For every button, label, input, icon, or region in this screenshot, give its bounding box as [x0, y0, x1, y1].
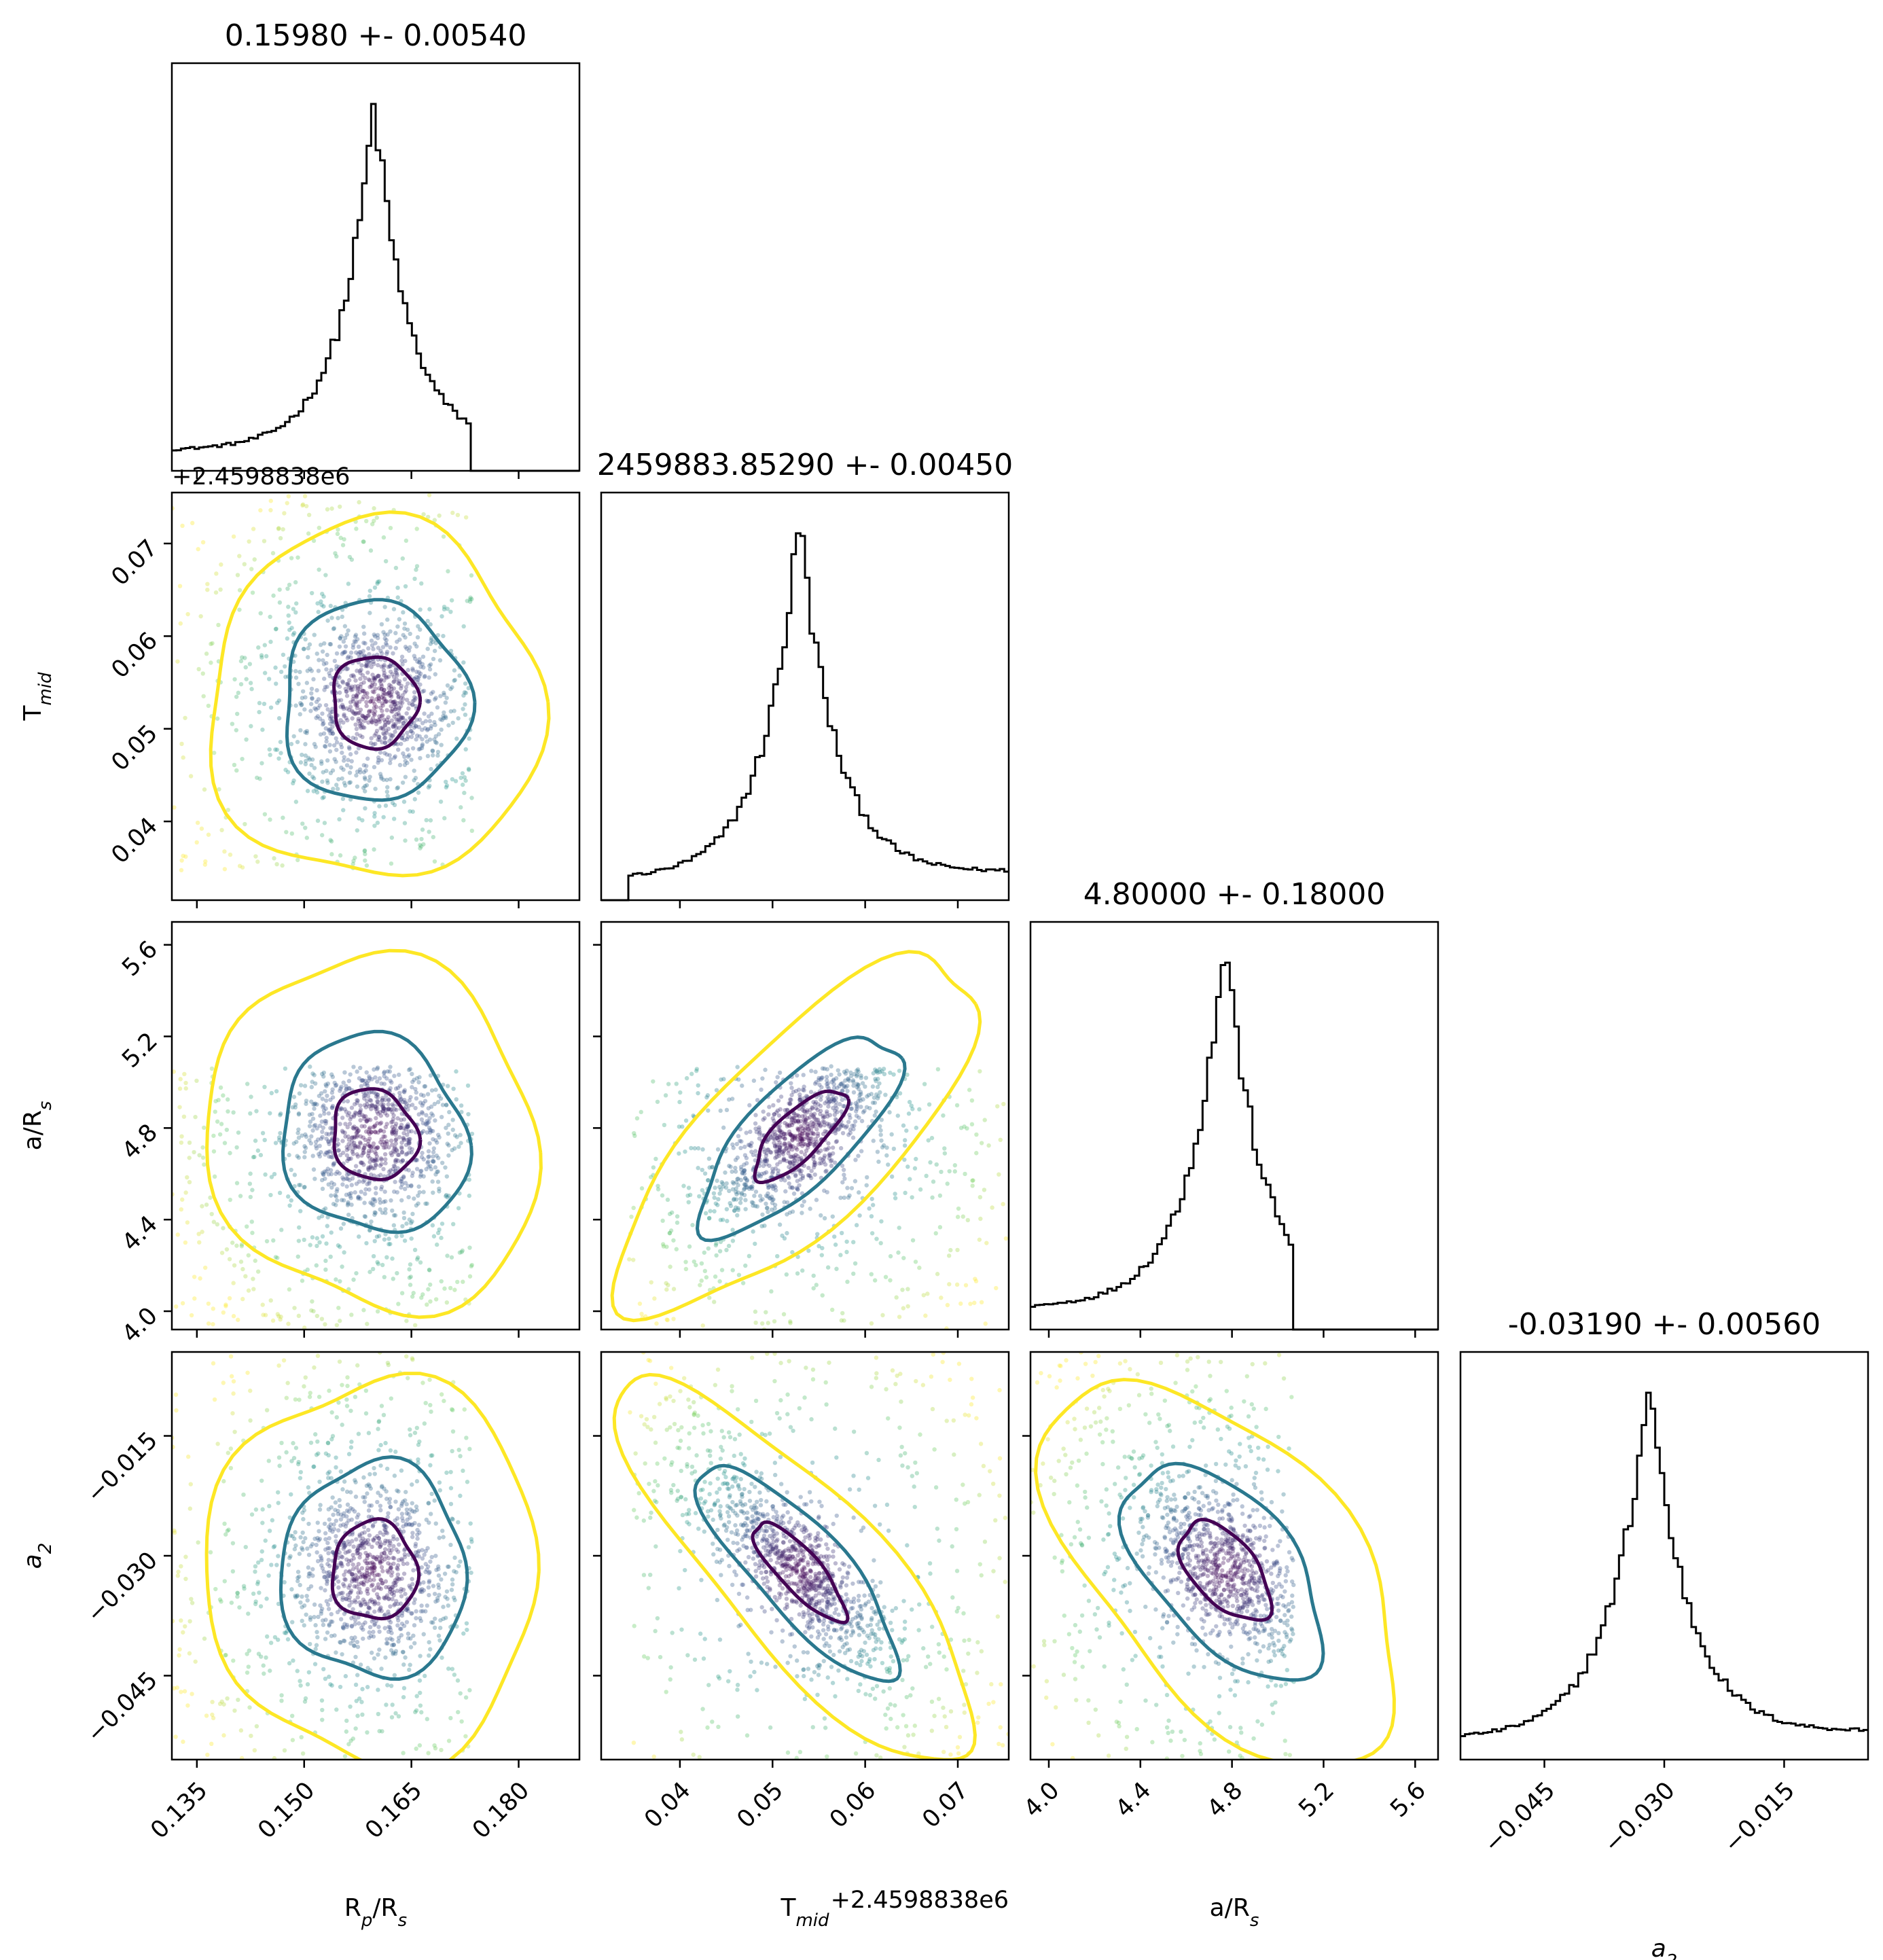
- x-tick-label-tmid: 0.06: [825, 1777, 881, 1833]
- histogram-steps-tmid: [601, 532, 1009, 902]
- contour-level-1-ars-a2: [1176, 1518, 1274, 1622]
- y-tick-label-ars: 5.6: [117, 936, 163, 982]
- x-tick-label-ars: 4.8: [1202, 1777, 1249, 1823]
- histogram-frame-ars: [1029, 921, 1439, 1331]
- contour-level-2-rp-tmid: [285, 598, 477, 802]
- x-tick-label-a2: −0.030: [1599, 1777, 1681, 1858]
- scatter-points-rp-a2: [172, 1352, 474, 1760]
- y-axis-label-ars: a/Rs: [19, 1101, 56, 1151]
- x-tick-label-ars: 4.4: [1111, 1777, 1157, 1823]
- scatter-points-tmid-a2: [628, 1352, 1009, 1760]
- x-tick-label-a2: −0.015: [1719, 1777, 1800, 1858]
- x-tick-label-ars: 4.0: [1019, 1777, 1065, 1823]
- histogram-title-ars: 4.80000 +- 0.18000: [1083, 877, 1386, 912]
- contour-level-3-rp-tmid: [209, 510, 551, 878]
- scatter-frame-tmid-ars: [600, 921, 1010, 1331]
- scatter-points-ars-a2: [1030, 1352, 1296, 1760]
- contour-level-2-tmid-a2: [693, 1463, 902, 1683]
- y-tick-label-ars: 4.4: [117, 1211, 163, 1257]
- contour-level-3-ars-a2: [1034, 1378, 1396, 1760]
- histogram-steps-rp: [172, 103, 579, 472]
- x-tick-label-tmid: 0.07: [917, 1777, 973, 1833]
- x-offset-label-tmid: +2.4598838e6: [831, 1887, 1009, 1914]
- y-tick-label-ars: 4.0: [117, 1302, 163, 1349]
- contour-level-3-rp-a2: [204, 1372, 541, 1760]
- histogram-steps-a2: [1460, 1391, 1868, 1737]
- y-tick-label-a2: −0.030: [82, 1547, 163, 1628]
- scatter-panel-rp-a2: [171, 1351, 581, 1761]
- contour-level-1-tmid-ars: [753, 1089, 851, 1184]
- y-axis-label-a2: a2: [19, 1543, 56, 1569]
- y-tick-label-ars: 4.8: [117, 1119, 163, 1165]
- x-tick-label-ars: 5.2: [1293, 1777, 1340, 1823]
- histogram-title-tmid: 2459883.85290 +- 0.00450: [597, 448, 1014, 482]
- x-tick-label-rp: 0.165: [360, 1777, 427, 1844]
- contour-level-1-rp-tmid: [332, 655, 423, 751]
- y-tick-label-tmid: 0.05: [107, 719, 163, 776]
- contour-level-1-rp-ars: [332, 1087, 423, 1181]
- y-tick-label-a2: −0.045: [82, 1667, 163, 1748]
- contour-level-1-rp-a2: [330, 1517, 421, 1621]
- y-tick-label-ars: 5.2: [117, 1027, 163, 1073]
- contour-level-3-tmid-a2: [612, 1372, 977, 1760]
- contour-level-2-rp-ars: [281, 1029, 473, 1234]
- contour-level-2-rp-a2: [279, 1455, 469, 1681]
- histogram-panel-a2: -0.03190 +- 0.00560: [1459, 1307, 1869, 1761]
- scatter-panel-ars-a2: [1029, 1351, 1439, 1761]
- y-offset-label-tmid: +2.4598838e6: [172, 463, 350, 491]
- x-tick-label-a2: −0.045: [1479, 1777, 1560, 1858]
- x-axis-label-tmid: Tmid: [780, 1894, 829, 1931]
- histogram-frame-rp: [171, 62, 581, 472]
- scatter-points-rp-tmid: [172, 493, 475, 873]
- x-tick-label-rp: 0.135: [145, 1777, 213, 1844]
- y-tick-label-tmid: 0.04: [107, 813, 163, 869]
- contour-level-3-tmid-ars: [610, 950, 982, 1323]
- histogram-frame-a2: [1459, 1351, 1869, 1761]
- x-axis-label-ars: a/Rs: [1210, 1894, 1259, 1931]
- y-axis-label-tmid: Tmid: [19, 672, 56, 721]
- y-tick-label-tmid: 0.07: [107, 535, 163, 591]
- x-tick-label-rp: 0.180: [467, 1777, 535, 1844]
- scatter-frame-rp-ars: [171, 921, 581, 1331]
- scatter-panel-rp-ars: [171, 921, 581, 1331]
- contour-level-1-tmid-a2: [751, 1520, 850, 1624]
- scatter-points-tmid-ars: [627, 1064, 1009, 1330]
- histogram-title-a2: -0.03190 +- 0.00560: [1508, 1307, 1821, 1342]
- histogram-title-rp: 0.15980 +- 0.00540: [225, 18, 527, 53]
- x-axis-label-a2: a2: [1651, 1935, 1678, 1960]
- histogram-steps-ars: [1030, 961, 1438, 1331]
- y-tick-label-a2: −0.015: [82, 1427, 163, 1508]
- histogram-panel-tmid: 2459883.85290 +- 0.00450: [597, 448, 1014, 902]
- x-tick-label-rp: 0.150: [253, 1777, 320, 1844]
- contour-level-2-ars-a2: [1117, 1461, 1325, 1682]
- histogram-frame-tmid: [600, 491, 1010, 902]
- histogram-panel-ars: 4.80000 +- 0.18000: [1029, 877, 1439, 1331]
- scatter-panel-tmid-ars: [600, 921, 1010, 1331]
- scatter-panel-tmid-a2: [600, 1351, 1010, 1761]
- y-tick-label-tmid: 0.06: [107, 627, 163, 683]
- scatter-panel-rp-tmid: [171, 491, 581, 902]
- contour-level-3-rp-ars: [205, 948, 543, 1319]
- scatter-frame-rp-tmid: [171, 491, 581, 902]
- scatter-points-rp-ars: [172, 1064, 475, 1330]
- x-tick-label-tmid: 0.04: [639, 1777, 696, 1833]
- histogram-panel-rp: 0.15980 +- 0.00540: [171, 18, 581, 472]
- contour-level-2-tmid-ars: [695, 1035, 907, 1243]
- x-axis-label-rp: Rp/Rs: [344, 1894, 407, 1931]
- x-tick-label-tmid: 0.05: [732, 1777, 789, 1833]
- x-tick-label-ars: 5.6: [1385, 1777, 1431, 1823]
